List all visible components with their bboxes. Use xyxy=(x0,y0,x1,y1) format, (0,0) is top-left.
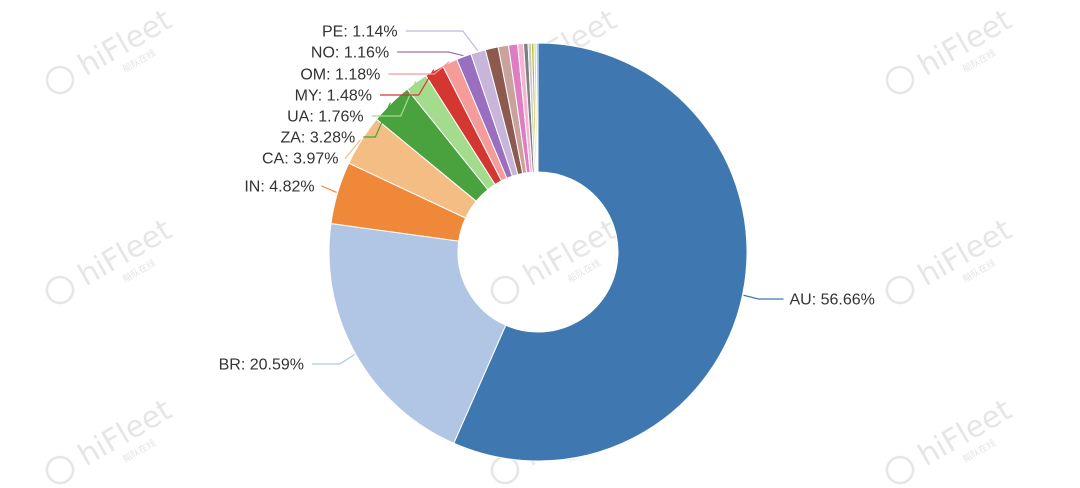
data-label-my: MY: 1.48% xyxy=(295,88,372,105)
watermark-logo-icon xyxy=(45,455,75,485)
leader-line-no xyxy=(397,51,464,57)
leader-line-om xyxy=(388,61,450,75)
leader-line-in xyxy=(321,185,337,193)
watermark-logo-icon xyxy=(45,65,75,95)
data-label-no: NO: 1.16% xyxy=(311,45,389,62)
leader-line-br xyxy=(312,353,356,365)
data-label-br: BR: 20.59% xyxy=(219,357,304,374)
watermark-logo-icon xyxy=(885,275,915,305)
data-label-in: IN: 4.82% xyxy=(244,179,314,196)
leader-line-za xyxy=(363,102,391,138)
data-label-om: OM: 1.18% xyxy=(300,67,380,84)
pie-slice[interactable] xyxy=(535,42,539,173)
data-label-ua: UA: 1.76% xyxy=(287,109,363,126)
leader-line-pe xyxy=(405,30,479,52)
leader-line-au xyxy=(743,294,784,300)
data-label-au: AU: 56.66% xyxy=(789,292,874,309)
watermark-logo-icon xyxy=(490,455,520,485)
watermark-logo-icon xyxy=(885,65,915,95)
data-label-ca: CA: 3.97% xyxy=(262,151,338,168)
leader-line-ca xyxy=(344,139,361,159)
watermark-logo-icon xyxy=(885,455,915,485)
leader-line-ua xyxy=(371,81,417,117)
pie-slice-br[interactable] xyxy=(328,222,507,444)
leader-line-my xyxy=(380,69,435,96)
pie-slice-au[interactable] xyxy=(453,42,748,462)
watermark-logo-icon xyxy=(490,275,520,305)
chart-leader-lines xyxy=(312,30,784,365)
chart-labels: AU: 56.66% BR: 20.59% IN: 4.82% CA: 3.97% ZA… xyxy=(219,24,875,374)
watermark-logo-icon xyxy=(45,275,75,305)
data-label-za: ZA: 3.28% xyxy=(280,130,355,147)
chart-slices xyxy=(328,42,748,462)
data-label-pe: PE: 1.14% xyxy=(322,24,398,41)
